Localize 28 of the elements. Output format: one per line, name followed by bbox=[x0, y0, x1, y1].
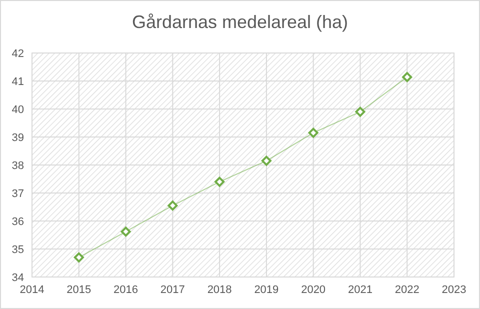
x-tick-label: 2019 bbox=[254, 284, 279, 296]
point bbox=[355, 106, 366, 117]
chart-title: Gårdarnas medelareal (ha) bbox=[132, 12, 348, 32]
y-tick-label: 37 bbox=[12, 188, 24, 200]
x-tick-label: 2015 bbox=[66, 284, 92, 296]
x-tick-label: 2016 bbox=[114, 284, 138, 296]
y-tick-label: 39 bbox=[12, 132, 24, 144]
y-tick-label: 42 bbox=[12, 48, 24, 60]
y-tick-label: 40 bbox=[12, 104, 24, 116]
y-tick-label: 35 bbox=[12, 244, 24, 256]
x-tick-label: 2017 bbox=[160, 284, 185, 296]
point bbox=[168, 200, 178, 211]
point bbox=[120, 226, 131, 237]
y-tick-label: 34 bbox=[12, 272, 24, 284]
x-tick-label: 2018 bbox=[207, 284, 232, 296]
x-tick-label: 2023 bbox=[442, 284, 466, 296]
point bbox=[308, 128, 318, 138]
point bbox=[402, 72, 412, 82]
point bbox=[74, 252, 84, 262]
point bbox=[214, 176, 225, 187]
x-tick-label: 2022 bbox=[394, 284, 420, 296]
point bbox=[261, 156, 272, 166]
y-tick-label: 36 bbox=[12, 216, 24, 228]
x-tick-label: 2014 bbox=[20, 284, 44, 296]
y-tick-label: 41 bbox=[12, 76, 24, 88]
x-tick-label: 2020 bbox=[301, 284, 326, 296]
y-tick-label: 38 bbox=[12, 160, 24, 172]
x-tick-label: 2021 bbox=[348, 284, 372, 296]
